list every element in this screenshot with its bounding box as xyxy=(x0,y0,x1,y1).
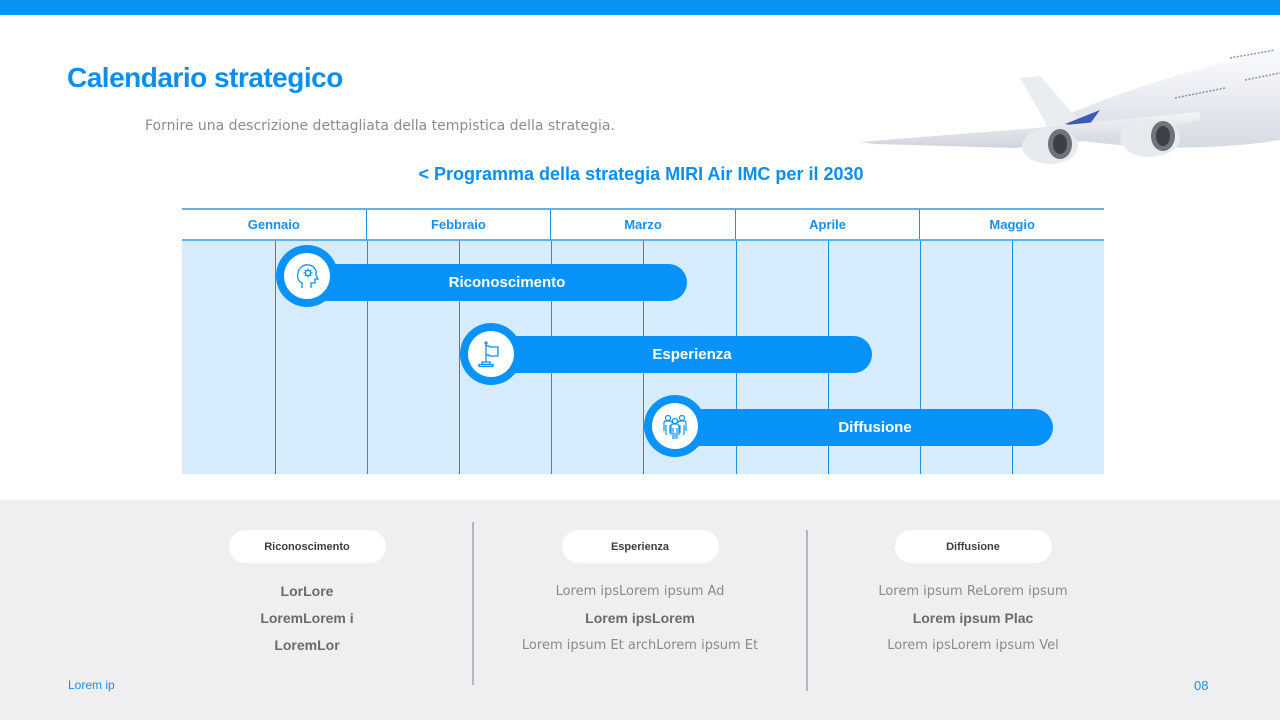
month-marzo: Marzo xyxy=(551,210,736,239)
bar-icon-diffusione xyxy=(644,395,706,457)
bar-label: Diffusione xyxy=(838,419,912,436)
detail-line: Lorem ipsLorem ipsum Ad xyxy=(555,584,725,599)
bar-icon-esperienza xyxy=(460,323,522,385)
airplane-image xyxy=(860,48,1280,164)
grid-line xyxy=(920,241,921,474)
top-accent-bar xyxy=(0,0,1280,15)
head-gear-icon xyxy=(296,264,320,288)
gantt-bar-diffusione[interactable]: Diffusione xyxy=(677,409,1053,446)
month-gennaio: Gennaio xyxy=(182,210,367,239)
column-divider xyxy=(472,522,474,685)
flag-icon xyxy=(478,341,499,368)
detail-column-riconoscimento: Riconoscimento LorLore LoremLorem i Lore… xyxy=(207,530,407,659)
month-maggio: Maggio xyxy=(989,217,1035,232)
detail-line: LorLore xyxy=(280,583,334,599)
gantt-bar-riconoscimento[interactable]: Riconoscimento xyxy=(307,264,687,301)
page-title: Calendario strategico xyxy=(67,62,343,93)
detail-pill: Esperienza xyxy=(561,530,719,563)
gantt-body: Riconoscimento Esperienza xyxy=(182,241,1104,474)
page-subtitle: Fornire una descrizione dettagliata dell… xyxy=(145,118,615,134)
bar-label: Esperienza xyxy=(652,346,732,363)
detail-line: Lorem ipsum Et archLorem ipsum Et xyxy=(521,638,759,653)
bar-label: Riconoscimento xyxy=(448,274,566,291)
detail-line: LoremLor xyxy=(274,637,340,653)
grid-line xyxy=(275,241,276,474)
column-divider xyxy=(806,530,808,691)
month-febbraio: Febbraio xyxy=(367,210,552,239)
grid-line xyxy=(367,241,368,474)
bar-icon-riconoscimento xyxy=(276,245,338,307)
page-number: 08 xyxy=(1194,678,1209,693)
detail-pill: Riconoscimento xyxy=(228,530,386,563)
details-section: Riconoscimento LorLore LoremLorem i Lore… xyxy=(0,500,1280,720)
footer-text: Lorem ip xyxy=(68,678,115,692)
detail-column-diffusione: Diffusione Lorem ipsum ReLorem ipsum Lor… xyxy=(823,530,1123,659)
gantt-bar-esperienza[interactable]: Esperienza xyxy=(492,336,872,373)
detail-pill: Diffusione xyxy=(894,530,1052,563)
detail-column-esperienza: Esperienza Lorem ipsLorem ipsum Ad Lorem… xyxy=(490,530,790,659)
chart-title: < Programma della strategia MIRI Air IMC… xyxy=(418,164,864,184)
grid-line xyxy=(1012,241,1013,474)
people-group-icon xyxy=(663,414,687,439)
detail-line: Lorem ipsLorem xyxy=(585,610,695,626)
month-aprile: Aprile xyxy=(736,210,921,239)
detail-line: LoremLorem i xyxy=(260,610,354,626)
grid-line xyxy=(459,241,460,474)
detail-line: Lorem ipsum Plac xyxy=(912,610,1034,626)
gantt-month-header: Gennaio Febbraio Marzo Aprile Maggio xyxy=(182,208,1104,241)
gantt-chart: Gennaio Febbraio Marzo Aprile Maggio Ric… xyxy=(182,208,1104,474)
detail-line: Lorem ipsLorem ipsum Vel xyxy=(887,638,1059,653)
detail-line: Lorem ipsum ReLorem ipsum xyxy=(878,584,1068,599)
